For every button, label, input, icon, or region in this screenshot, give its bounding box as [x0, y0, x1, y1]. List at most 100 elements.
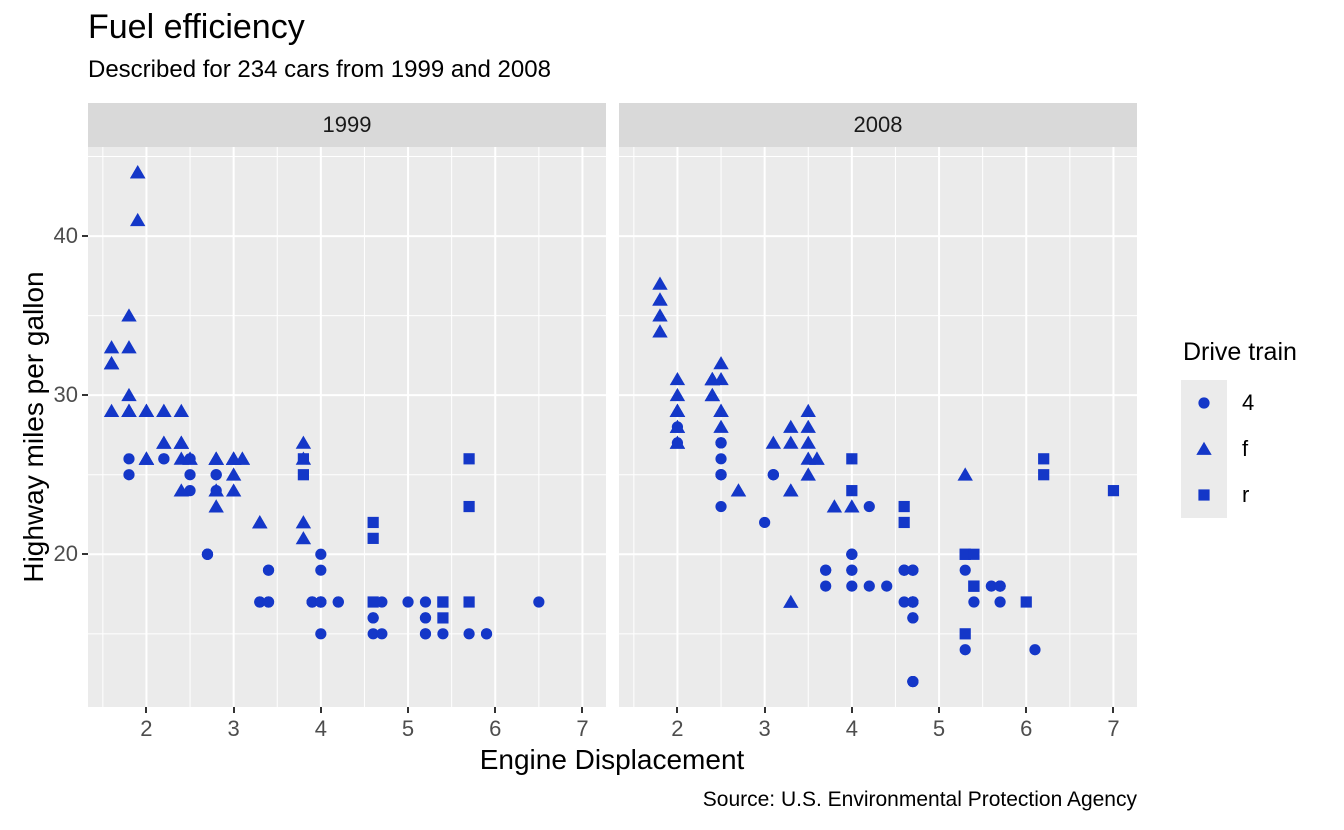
data-point — [820, 580, 832, 592]
legend-key-r — [1181, 472, 1227, 518]
data-point — [713, 371, 729, 386]
data-point — [419, 628, 432, 640]
x-tick-label: 5 — [932, 716, 946, 741]
data-point — [713, 419, 729, 433]
data-point — [254, 596, 266, 608]
data-point — [783, 435, 799, 449]
data-point — [669, 419, 686, 433]
x-tick-label: 7 — [1107, 716, 1120, 741]
data-point — [959, 548, 971, 560]
data-point — [985, 580, 997, 592]
x-tick-mark — [676, 707, 679, 713]
data-point — [669, 403, 686, 417]
triangle-icon — [1196, 441, 1212, 455]
data-point — [846, 580, 858, 592]
x-tick-mark — [407, 707, 410, 713]
data-point — [367, 596, 379, 608]
x-tick-label: 7 — [576, 716, 589, 741]
data-point — [765, 435, 782, 449]
x-tick-mark — [850, 707, 853, 713]
chart-title: Fuel efficiency — [88, 8, 305, 46]
data-point — [863, 580, 875, 592]
x-tick-mark — [938, 707, 941, 713]
data-point — [367, 612, 379, 624]
data-point — [863, 500, 875, 513]
facet-strip-2008: 2008 — [619, 103, 1137, 147]
data-point — [315, 548, 327, 560]
legend-key-4 — [1181, 380, 1227, 426]
data-point — [898, 564, 910, 576]
data-point — [295, 435, 312, 449]
data-point — [173, 435, 190, 449]
data-point — [715, 437, 727, 449]
facet-strip-1999: 1999 — [88, 103, 606, 147]
data-point — [419, 612, 432, 624]
data-point — [957, 467, 973, 481]
data-point — [402, 596, 414, 608]
data-point — [103, 340, 120, 354]
data-point — [1107, 485, 1120, 497]
y-tick-mark — [82, 553, 88, 556]
x-tick-label: 4 — [845, 716, 858, 741]
data-point — [800, 419, 816, 433]
data-point — [184, 469, 196, 481]
x-tick-label: 5 — [401, 716, 415, 741]
data-point — [898, 500, 910, 513]
data-point — [959, 628, 971, 640]
data-point — [210, 469, 222, 481]
data-point — [138, 451, 155, 465]
data-point — [367, 628, 379, 640]
data-point — [715, 469, 727, 481]
data-point — [130, 212, 146, 227]
y-tick-label: 40 — [53, 223, 78, 249]
data-point — [994, 596, 1006, 608]
y-tick-mark — [82, 235, 88, 238]
data-point — [173, 483, 190, 497]
data-point — [332, 596, 344, 608]
triangle-icon — [1196, 441, 1212, 455]
circle-icon — [1198, 397, 1210, 409]
data-point — [1020, 596, 1032, 608]
circle-icon — [1198, 397, 1210, 409]
data-point — [907, 675, 919, 688]
data-point — [367, 532, 379, 544]
data-point — [968, 596, 980, 608]
data-point — [156, 435, 172, 449]
x-tick-mark — [232, 707, 235, 713]
data-point — [208, 499, 224, 513]
x-tick-mark — [1025, 707, 1028, 713]
data-point — [968, 548, 980, 560]
data-point — [103, 403, 120, 417]
data-point — [767, 469, 779, 481]
data-point — [800, 403, 816, 417]
data-point — [713, 403, 729, 417]
data-point — [713, 356, 729, 370]
data-point — [759, 516, 771, 529]
data-point — [156, 403, 172, 417]
data-point — [1038, 469, 1050, 481]
data-point — [252, 515, 268, 529]
data-point — [533, 596, 545, 608]
data-point — [463, 453, 475, 465]
x-tick-label: 6 — [1020, 716, 1033, 741]
data-point — [437, 596, 449, 608]
data-point — [463, 596, 475, 608]
data-point — [295, 515, 312, 529]
data-point — [225, 467, 242, 481]
data-point — [669, 371, 686, 386]
data-point — [907, 564, 919, 576]
data-point — [297, 469, 309, 481]
facet-panel-1999 — [88, 147, 606, 707]
x-tick-label: 2 — [140, 716, 153, 741]
legend-label-4: 4 — [1242, 390, 1255, 415]
data-point — [1038, 453, 1050, 465]
data-point — [419, 596, 432, 608]
data-point — [130, 165, 146, 179]
data-point — [907, 612, 919, 624]
data-point — [103, 356, 120, 370]
data-point — [121, 387, 137, 402]
data-point — [783, 483, 799, 497]
data-point — [783, 419, 799, 433]
data-point — [295, 531, 312, 545]
